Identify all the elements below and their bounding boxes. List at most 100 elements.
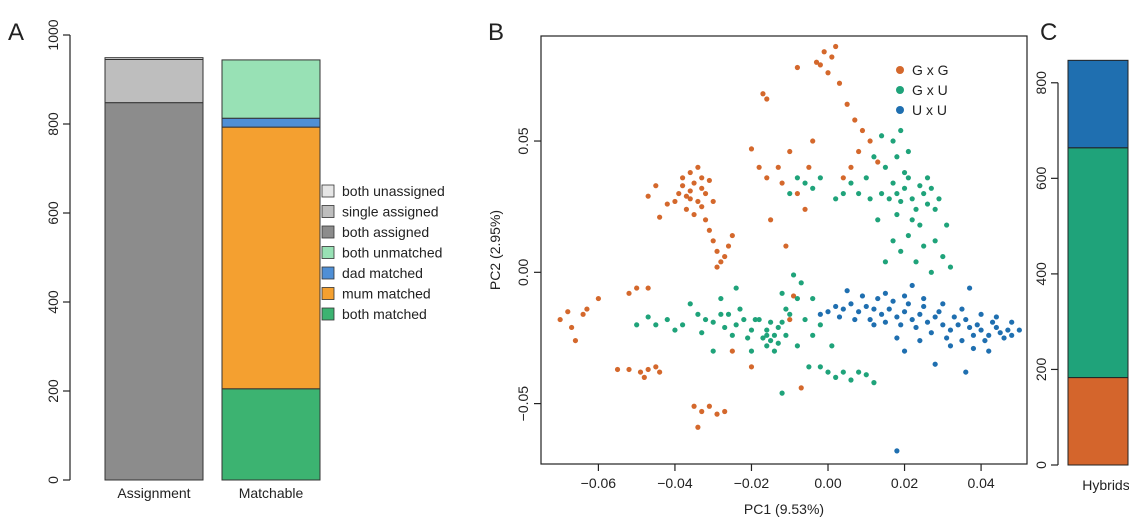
panel-a-legend-swatch bbox=[321, 307, 335, 321]
panel-a-legend-label: both assigned bbox=[342, 224, 429, 240]
panel-b-point-g-x-g bbox=[768, 217, 774, 223]
panel-b-point-g-x-g bbox=[637, 369, 644, 375]
panel-a-legend-label: mum matched bbox=[342, 286, 431, 302]
panel-b-point-g-x-g bbox=[813, 59, 820, 65]
panel-b-point-g-x-u bbox=[940, 253, 946, 260]
panel-b-point-g-x-u bbox=[894, 154, 900, 160]
panel-b-point-g-x-u bbox=[810, 332, 816, 338]
panel-b-point-g-x-g bbox=[875, 159, 881, 165]
panel-a-legend-label: single assigned bbox=[342, 204, 439, 220]
panel-b-point-g-x-g bbox=[584, 306, 590, 312]
panel-b-point-u-x-u bbox=[848, 301, 854, 307]
panel-b-point-g-x-u bbox=[748, 348, 755, 354]
panel-b-point-g-x-u bbox=[810, 295, 816, 302]
panel-b-point-g-x-u bbox=[664, 316, 670, 323]
panel-b-point-g-x-g bbox=[729, 232, 735, 239]
panel-b-point-g-x-u bbox=[817, 364, 823, 370]
panel-b-point-g-x-u bbox=[894, 211, 900, 218]
panel-b-point-g-x-g bbox=[695, 424, 701, 430]
panel-b-point-u-x-u bbox=[993, 324, 999, 331]
panel-b-point-g-x-g bbox=[695, 198, 701, 205]
panel-b-point-u-x-u bbox=[840, 306, 846, 312]
panel-b-point-g-x-g bbox=[794, 190, 800, 197]
panel-b-point-g-x-u bbox=[905, 148, 911, 155]
panel-b-point-u-x-u bbox=[997, 330, 1003, 336]
panel-b-point-u-x-u bbox=[856, 309, 862, 315]
panel-b-point-g-x-g bbox=[634, 285, 640, 291]
panel-b-point-u-x-u bbox=[947, 327, 954, 333]
panel-b-point-u-x-u bbox=[898, 322, 904, 328]
panel-b-point-g-x-g bbox=[725, 243, 732, 249]
panel-b-point-g-x-u bbox=[733, 285, 739, 291]
panel-a-legend-swatch bbox=[321, 266, 335, 280]
panel-b-point-g-x-g bbox=[844, 101, 850, 107]
panel-a-y-tick-label: 600 bbox=[45, 201, 61, 225]
panel-b-point-g-x-u bbox=[790, 272, 797, 278]
panel-b-point-u-x-u bbox=[825, 309, 831, 315]
panel-b-point-g-x-u bbox=[729, 332, 735, 338]
panel-b-point-g-x-u bbox=[817, 322, 823, 328]
panel-b-point-u-x-u bbox=[859, 293, 866, 299]
panel-b-point-u-x-u bbox=[940, 322, 946, 328]
panel-a-legend-swatch bbox=[321, 184, 335, 198]
panel-b-point-g-x-g bbox=[756, 164, 762, 170]
panel-b-point-g-x-g bbox=[687, 188, 693, 194]
panel-b-point-g-x-u bbox=[913, 259, 919, 265]
panel-a-bar-segment-both-unmatched bbox=[221, 59, 321, 119]
panel-b-point-g-x-u bbox=[760, 335, 766, 341]
panel-b-point-g-x-u bbox=[901, 185, 908, 191]
panel-b-point-g-x-u bbox=[944, 222, 950, 228]
panel-b-point-g-x-g bbox=[706, 177, 712, 184]
panel-b-point-g-x-g bbox=[699, 175, 705, 181]
panel-letter-a: A bbox=[8, 19, 24, 46]
panel-b-point-g-x-u bbox=[764, 332, 770, 338]
panel-b-point-g-x-g bbox=[714, 411, 720, 417]
panel-b-point-g-x-g bbox=[699, 408, 705, 415]
panel-b-point-g-x-u bbox=[867, 196, 873, 202]
panel-b-point-g-x-u bbox=[745, 335, 751, 341]
panel-b-point-g-x-u bbox=[756, 316, 762, 323]
panel-a-bar-segment-both-matched bbox=[221, 388, 321, 481]
panel-b-point-u-x-u bbox=[924, 319, 931, 325]
panel-b-point-g-x-u bbox=[905, 232, 911, 239]
panel-b-point-g-x-g bbox=[664, 201, 670, 207]
panel-a-legend-swatch bbox=[321, 246, 335, 259]
panel-b-point-g-x-u bbox=[932, 206, 938, 212]
panel-b-point-g-x-g bbox=[653, 364, 659, 370]
panel-b-point-u-x-u bbox=[917, 311, 923, 317]
panel-b-point-u-x-u bbox=[928, 330, 934, 336]
panel-b-point-g-x-g bbox=[657, 214, 663, 220]
panel-b-point-g-x-g bbox=[687, 196, 693, 202]
panel-b-point-g-x-g bbox=[787, 316, 793, 323]
panel-a-y-tick-label: 0 bbox=[45, 476, 61, 484]
panel-a-bar-segment-mum-matched bbox=[221, 126, 321, 390]
panel-b-point-u-x-u bbox=[970, 345, 977, 352]
panel-b-point-u-x-u bbox=[1009, 332, 1015, 338]
panel-c-bar-segment-g-x-g bbox=[1067, 59, 1129, 149]
panel-b-point-u-x-u bbox=[913, 324, 919, 331]
panel-b-point-g-x-u bbox=[779, 390, 785, 396]
panel-b-point-g-x-g bbox=[829, 54, 835, 60]
panel-b-point-u-x-u bbox=[982, 337, 988, 344]
panel-b-point-g-x-g bbox=[683, 206, 690, 212]
panel-b-point-g-x-u bbox=[871, 380, 877, 386]
panel-b-point-u-x-u bbox=[970, 332, 977, 338]
panel-b-point-g-x-u bbox=[856, 190, 862, 197]
panel-b-point-g-x-g bbox=[848, 164, 854, 170]
panel-a-bar-segment-both-unassigned bbox=[104, 57, 204, 60]
panel-b-point-g-x-u bbox=[829, 343, 835, 349]
panel-b-point-g-x-g bbox=[779, 180, 785, 186]
panel-letter-b: B bbox=[488, 19, 504, 46]
panel-b-point-u-x-u bbox=[894, 448, 900, 454]
panel-b-x-tick-label: −0.02 bbox=[734, 475, 770, 491]
panel-b-point-g-x-u bbox=[779, 319, 785, 325]
panel-b-point-g-x-g bbox=[810, 138, 816, 144]
panel-b-point-g-x-g bbox=[790, 293, 797, 299]
panel-b-point-g-x-u bbox=[794, 295, 800, 302]
panel-b-legend-marker bbox=[896, 66, 904, 74]
panel-b-point-g-x-u bbox=[737, 306, 743, 312]
panel-b-point-g-x-u bbox=[733, 322, 739, 328]
panel-b-point-g-x-g bbox=[710, 238, 716, 244]
panel-b-point-g-x-u bbox=[886, 196, 892, 202]
panel-b-point-g-x-u bbox=[898, 198, 904, 205]
